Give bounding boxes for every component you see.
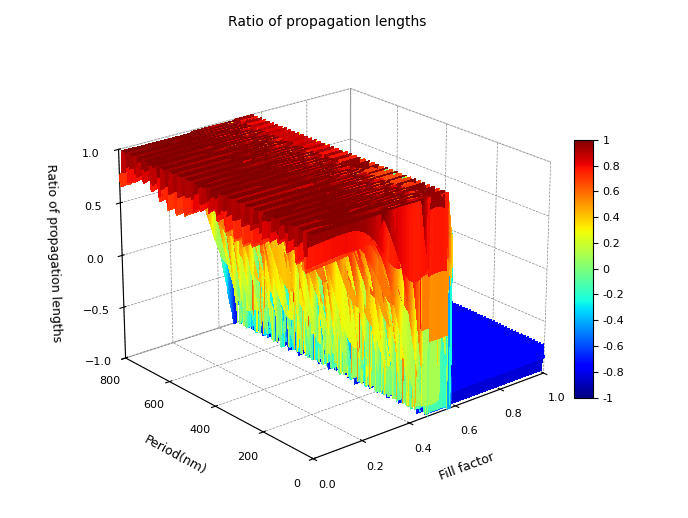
Title: Ratio of propagation lengths: Ratio of propagation lengths — [228, 15, 426, 29]
Y-axis label: Period(nm): Period(nm) — [142, 433, 209, 477]
X-axis label: Fill factor: Fill factor — [438, 450, 496, 482]
